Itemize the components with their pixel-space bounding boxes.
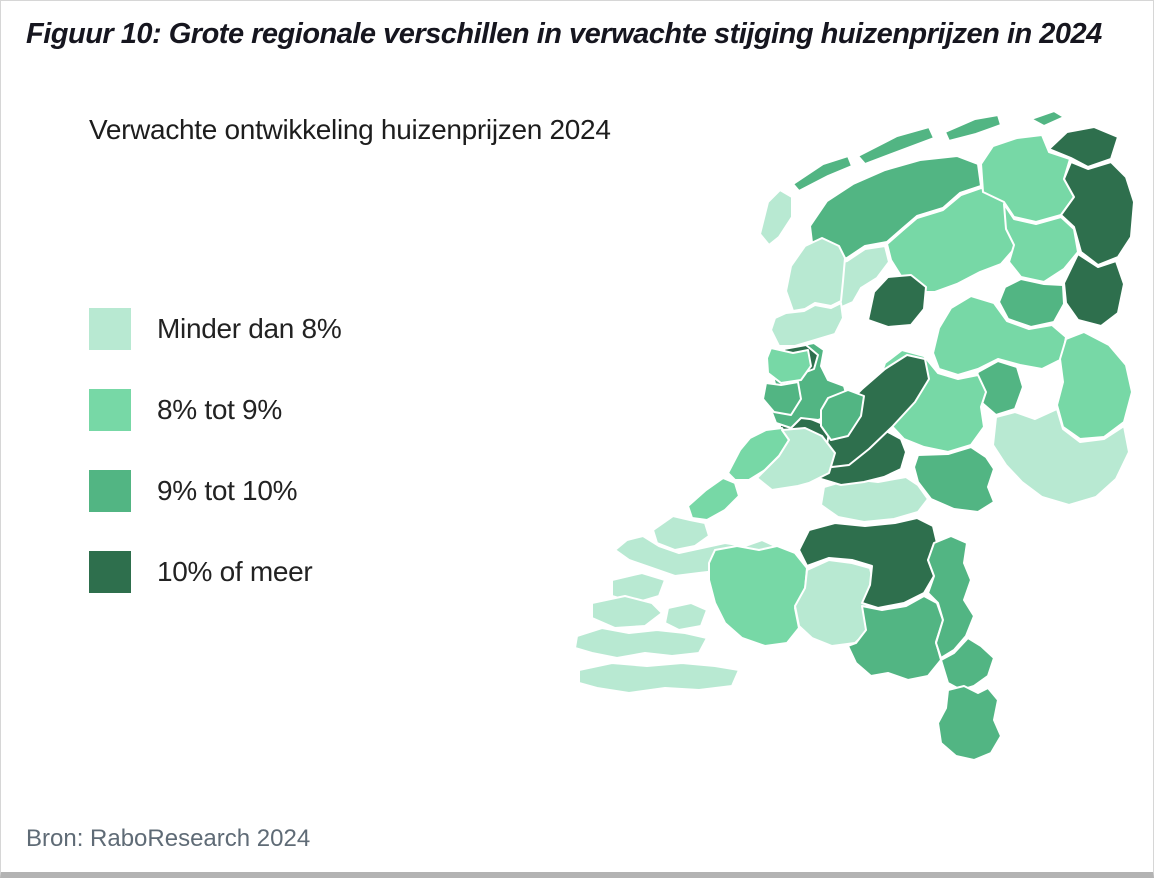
region-ameland — [944, 114, 1002, 142]
legend-swatch-10-of-meer — [89, 551, 131, 593]
region-oost-zuid-holland — [756, 427, 836, 491]
region-noord-overijssel — [932, 295, 1067, 376]
region-zuidwest-gelderland — [820, 476, 929, 523]
region-twente — [1056, 331, 1133, 440]
region-arnhem-nijmegen — [913, 446, 995, 513]
region-vlieland — [792, 155, 853, 192]
region-den-haag — [687, 477, 740, 521]
region-noord-drenthe — [1003, 203, 1079, 283]
region-schouwen — [591, 595, 663, 629]
legend-label-10-of-meer: 10% of meer — [157, 556, 313, 587]
region-zuidoost-drenthe — [1063, 253, 1125, 327]
region-zuidoost-brabant — [847, 595, 944, 681]
legend: Minder dan 8% 8% tot 9% 9% tot 10% 10% o… — [89, 308, 342, 632]
figure-title: Figuur 10: Grote regionale verschillen i… — [26, 18, 1102, 50]
region-zuid-limburg — [937, 685, 1002, 761]
legend-item-9-tot-10: 9% tot 10% — [89, 470, 341, 512]
region-west-brabant — [708, 545, 808, 647]
region-noordoost-brabant — [798, 517, 938, 609]
legend-label-9-tot-10: 9% tot 10% — [157, 475, 298, 506]
legend-item-10-of-meer: 10% of meer — [89, 551, 341, 593]
region-schiermonnikoog — [1030, 110, 1065, 127]
legend-swatch-9-tot-10 — [89, 470, 131, 512]
legend-item-minder-dan-8: Minder dan 8% — [89, 308, 342, 350]
map-title: Verwachte ontwikkeling huizenprijzen 202… — [89, 114, 611, 145]
legend-swatch-minder-dan-8 — [89, 308, 131, 350]
legend-label-8-tot-9: 8% tot 9% — [157, 394, 282, 425]
region-alkmaar-westfriesland — [770, 302, 844, 347]
region-haarlem — [762, 381, 802, 416]
region-tholen — [664, 602, 708, 631]
region-kop-van-noord-holland — [785, 237, 846, 312]
region-terschelling — [857, 126, 935, 165]
legend-label-minder-dan-8: Minder dan 8% — [157, 313, 342, 344]
region-noordoostpolder — [867, 274, 927, 328]
region-delft-westland — [652, 515, 710, 551]
region-het-gooi — [820, 389, 865, 441]
region-midden-limburg — [940, 637, 995, 691]
region-walcheren-beveland — [574, 627, 708, 659]
region-texel — [759, 189, 793, 246]
region-ijmond — [766, 347, 812, 384]
region-oost-groningen — [1060, 161, 1135, 266]
region-delfzijl — [1048, 126, 1119, 168]
netherlands-choropleth-map — [564, 96, 1141, 806]
region-noord-limburg — [927, 535, 975, 659]
legend-swatch-8-tot-9 — [89, 389, 131, 431]
region-zeeuws-vlaanderen — [578, 662, 740, 694]
region-achterhoek — [992, 408, 1130, 506]
source-caption: Bron: RaboResearch 2024 — [26, 825, 311, 852]
legend-item-8-tot-9: 8% tot 9% — [89, 389, 341, 431]
region-zuidwest-drenthe — [998, 278, 1065, 328]
